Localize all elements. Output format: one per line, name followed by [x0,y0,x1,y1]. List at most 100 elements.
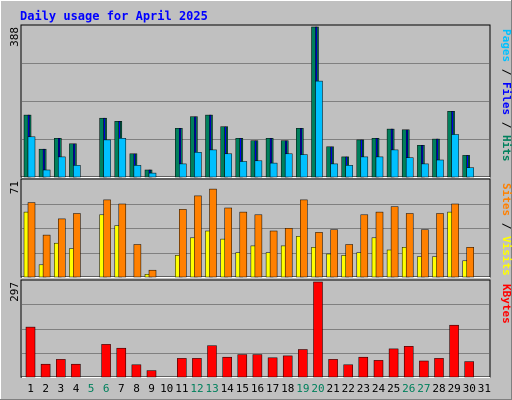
bar-kbytes-30 [464,361,474,378]
bar-hits-14 [220,126,228,178]
bar-kbytes-7 [116,347,127,378]
bar-sites-4 [73,213,81,278]
max-label-hits-files-pages: 388 [8,27,21,47]
x-tick-label-5: 5 [88,382,95,395]
bar-pages-21 [330,163,338,178]
bar-pages-25 [390,149,399,178]
chart-title: Daily usage for April 2025 [20,9,208,23]
x-tick-label-22: 22 [342,382,355,395]
bar-pages-8 [133,165,142,178]
x-tick-label-30: 30 [463,382,476,395]
legend-entry-sites: Sites [500,183,512,216]
bar-hits-15 [235,138,244,178]
bar-kbytes-20 [313,281,323,378]
bar-sites-25 [390,206,399,278]
bar-sites-16 [254,214,263,278]
bar-hits-30 [462,155,470,178]
bar-sites-9 [148,269,157,278]
x-tick-label-31: 31 [478,382,491,395]
bar-sites-22 [345,244,353,278]
bar-sites-21 [330,229,338,278]
bar-sites-3 [58,218,66,278]
legend-visits-sites: Sites / Visits [500,183,512,276]
bar-pages-13 [209,149,217,178]
bar-sites-7 [118,203,127,278]
bar-kbytes-8 [131,364,142,378]
bar-pages-22 [345,165,353,178]
bar-hits-27 [417,145,425,178]
bar-kbytes-13 [207,345,217,378]
bar-kbytes-6 [101,344,111,378]
bar-pages-20 [315,80,323,178]
bar-pages-19 [300,154,308,178]
bar-sites-2 [42,234,51,278]
x-tick-label-6: 6 [103,382,110,395]
bar-sites-19 [300,199,308,278]
bar-kbytes-11 [177,358,187,378]
legend-separator: / [500,216,512,236]
bar-kbytes-28 [434,358,444,378]
legend-entry-pages: Pages [500,29,512,62]
x-tick-label-26: 26 [402,382,415,395]
bar-pages-16 [254,160,263,178]
bar-pages-1 [27,136,36,178]
x-tick-label-8: 8 [133,382,140,395]
bar-kbytes-2 [40,363,51,378]
bar-sites-1 [27,202,36,278]
x-tick-label-20: 20 [311,382,324,395]
bar-pages-27 [421,163,429,178]
x-tick-label-18: 18 [281,382,294,395]
bar-kbytes-22 [343,364,353,378]
legend-hits-files-pages: Pages / Files / Hits [500,29,512,162]
bar-pages-17 [269,162,278,178]
bar-sites-12 [194,195,202,278]
bar-pages-18 [284,153,293,178]
x-tick-label-28: 28 [432,382,445,395]
x-tick-label-10: 10 [160,382,173,395]
bar-sites-8 [133,244,142,278]
bar-pages-2 [42,169,51,178]
bar-sites-20 [315,232,323,278]
bar-pages-12 [194,152,202,178]
legend-entry-hits: Hits [500,135,512,162]
bar-kbytes-4 [71,363,81,378]
bar-sites-13 [209,188,217,278]
x-tick-label-2: 2 [42,382,49,395]
bar-pages-11 [179,163,187,178]
bar-kbytes-12 [192,358,202,378]
x-tick-label-7: 7 [118,382,125,395]
bar-pages-30 [466,167,474,178]
bar-pages-23 [360,156,369,178]
bar-kbytes-19 [298,349,308,378]
bar-kbytes-21 [328,359,338,378]
bar-sites-18 [284,228,293,278]
legend-separator: / [500,115,512,135]
legend-kbytes: KBytes [500,284,512,324]
bar-sites-24 [375,211,384,278]
bar-hits-28 [432,138,440,178]
bar-sites-26 [405,213,414,278]
bar-kbytes-15 [237,354,248,378]
bar-kbytes-3 [56,359,66,378]
x-tick-label-17: 17 [266,382,279,395]
bar-pages-28 [436,159,444,178]
x-tick-label-27: 27 [417,382,430,395]
bar-sites-15 [239,211,248,278]
x-tick-label-12: 12 [190,382,203,395]
bar-sites-11 [179,209,187,278]
x-tick-label-21: 21 [326,382,339,395]
x-tick-label-16: 16 [251,382,264,395]
legend-entry-files: Files [500,82,512,115]
bar-pages-9 [148,172,157,178]
bar-kbytes-18 [282,355,293,378]
bar-kbytes-23 [358,356,369,378]
bar-kbytes-16 [252,354,263,378]
bar-kbytes-27 [419,360,429,378]
x-tick-label-1: 1 [27,382,34,395]
legend-separator: / [500,62,512,82]
bar-hits-12 [190,116,198,178]
legend-entry-visits: Visits [500,236,512,276]
bar-sites-29 [451,203,459,278]
bar-pages-15 [239,161,248,178]
